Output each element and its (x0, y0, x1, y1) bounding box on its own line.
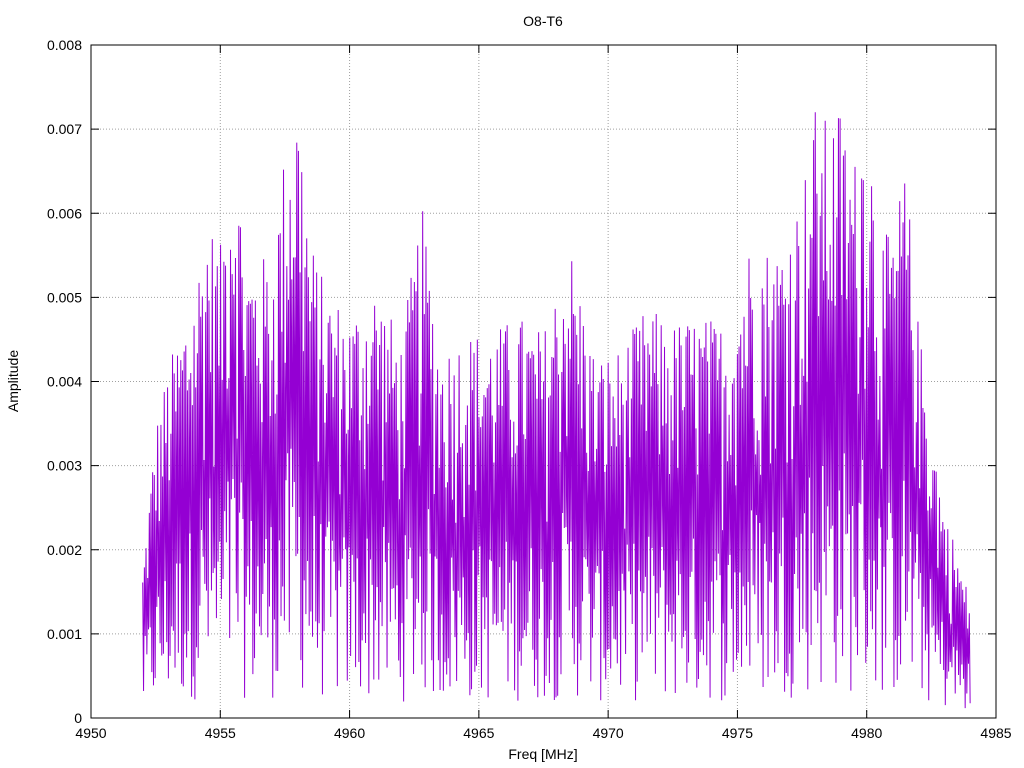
y-tick-label: 0.003 (47, 458, 82, 474)
tick-marks (90, 44, 997, 719)
x-tick-labels: 4950 4955 4960 4965 4970 4975 4980 4985 (75, 725, 1011, 741)
y-tick-label: 0.006 (47, 205, 82, 221)
y-tick-label: 0.001 (47, 626, 82, 642)
x-tick-label: 4970 (593, 725, 624, 741)
x-tick-label: 4985 (980, 725, 1011, 741)
y-axis-label: Amplitude (5, 350, 21, 412)
y-tick-label: 0 (74, 710, 82, 726)
y-tick-label: 0.005 (47, 289, 82, 305)
x-tick-label: 4975 (722, 725, 753, 741)
x-tick-label: 4950 (75, 725, 106, 741)
x-tick-label: 4960 (334, 725, 365, 741)
series-line (142, 112, 971, 709)
y-tick-label: 0.002 (47, 542, 82, 558)
x-axis-label: Freq [MHz] (508, 746, 577, 762)
y-tick-label: 0.008 (47, 37, 82, 53)
y-tick-label: 0.007 (47, 121, 82, 137)
x-tick-label: 4965 (463, 725, 494, 741)
chart-title: O8-T6 (523, 13, 563, 29)
x-tick-label: 4980 (851, 725, 882, 741)
y-tick-label: 0.004 (47, 374, 82, 390)
x-tick-label: 4955 (205, 725, 236, 741)
y-tick-labels: 0 0.001 0.002 0.003 0.004 0.005 0.006 0.007 0.00… (47, 37, 82, 726)
